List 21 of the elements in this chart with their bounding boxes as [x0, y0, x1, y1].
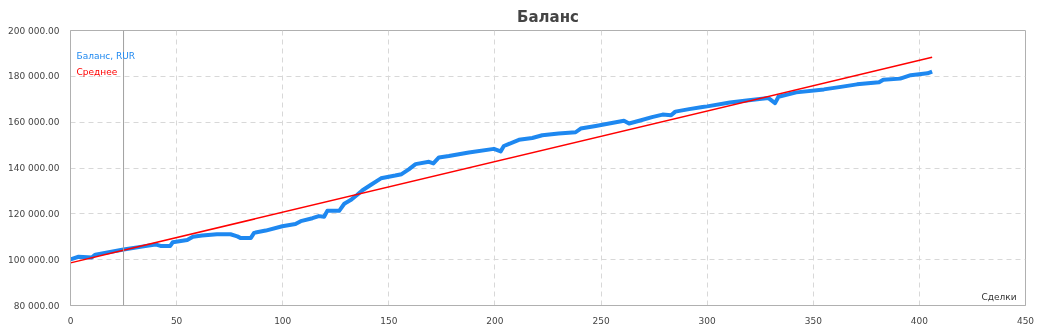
x-tick-label: 200 — [486, 315, 504, 326]
x-tick-label: 450 — [1016, 315, 1035, 326]
x-tick-label: 250 — [592, 315, 610, 326]
chart-title: Баланс — [517, 7, 579, 26]
y-tick-label: 80 000.00 — [13, 300, 60, 311]
y-tick-label: 120 000.00 — [7, 208, 60, 219]
y-tick-label: 100 000.00 — [7, 254, 60, 265]
x-axis-title: Сделки — [981, 291, 1017, 302]
y-tick-label: 200 000.00 — [7, 25, 60, 36]
y-tick-label: 140 000.00 — [7, 163, 60, 173]
x-tick-label: 350 — [804, 315, 823, 326]
x-tick-label: 150 — [380, 315, 398, 326]
text: Среднее — [76, 66, 118, 77]
x-tick-label: 400 — [910, 315, 929, 326]
x-tick-label: 100 — [274, 315, 292, 326]
x-tick-label: 300 — [698, 315, 717, 326]
x-tick-label: 0 — [67, 315, 74, 326]
y-tick-label: 160 000.00 — [7, 117, 60, 128]
text: Баланс, RUR — [76, 50, 136, 61]
y-tick-label: 180 000.00 — [7, 71, 60, 82]
x-tick-label: 50 — [170, 315, 183, 326]
